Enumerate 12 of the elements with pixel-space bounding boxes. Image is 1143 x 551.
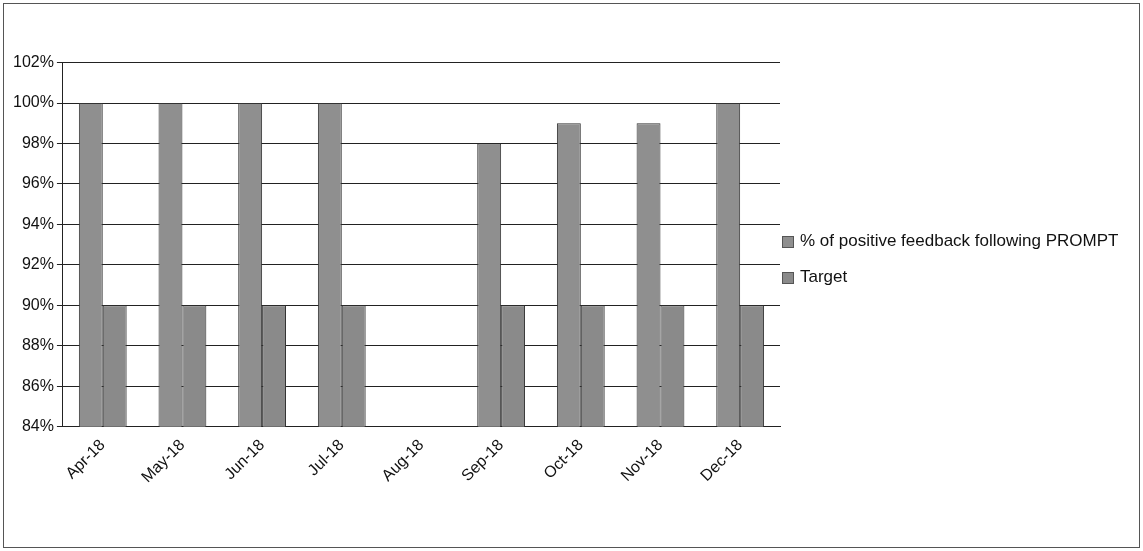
legend-label: % of positive feedback following PROMPT (800, 230, 1119, 252)
y-tick-label: 96% (21, 174, 54, 192)
y-tick-label: 98% (21, 133, 54, 151)
y-tick-label: 92% (21, 255, 54, 273)
y-tick-label: 102% (13, 53, 54, 71)
legend-label: Target (800, 266, 848, 288)
y-tick-label: 100% (13, 93, 54, 111)
y-tick-label: 94% (21, 214, 54, 232)
y-tick-label: 86% (21, 376, 54, 394)
y-tick-label: 88% (21, 336, 54, 354)
y-tick-label: 84% (21, 417, 54, 435)
y-tick-label: 90% (21, 295, 54, 313)
